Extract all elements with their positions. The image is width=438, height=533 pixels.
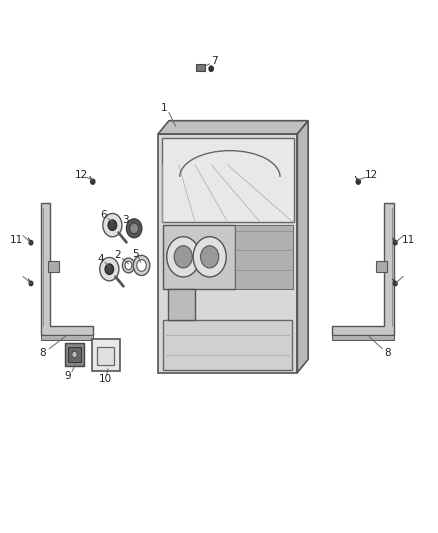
Text: 6: 6	[100, 210, 107, 220]
Circle shape	[130, 223, 138, 233]
FancyBboxPatch shape	[162, 138, 294, 222]
Circle shape	[72, 351, 77, 358]
Circle shape	[122, 258, 134, 273]
Polygon shape	[332, 203, 394, 335]
Polygon shape	[297, 120, 308, 373]
FancyBboxPatch shape	[67, 346, 81, 362]
Circle shape	[193, 237, 226, 277]
Text: 12: 12	[365, 170, 378, 180]
Text: 8: 8	[385, 348, 391, 358]
FancyBboxPatch shape	[97, 346, 114, 365]
Circle shape	[137, 260, 146, 271]
Circle shape	[174, 246, 192, 268]
FancyBboxPatch shape	[92, 339, 120, 371]
FancyBboxPatch shape	[65, 343, 84, 366]
Text: 12: 12	[74, 170, 88, 180]
Polygon shape	[41, 203, 93, 335]
Circle shape	[125, 261, 132, 270]
Text: 5: 5	[132, 249, 138, 259]
Text: 4: 4	[97, 254, 104, 263]
FancyBboxPatch shape	[376, 261, 387, 272]
Text: 1: 1	[161, 103, 168, 114]
FancyBboxPatch shape	[196, 64, 205, 71]
Text: 3: 3	[122, 215, 128, 225]
Polygon shape	[41, 335, 93, 340]
FancyBboxPatch shape	[48, 261, 59, 272]
Circle shape	[201, 246, 219, 268]
Polygon shape	[158, 134, 297, 373]
Circle shape	[356, 179, 360, 184]
Circle shape	[29, 240, 33, 245]
Text: 2: 2	[115, 250, 121, 260]
Text: 8: 8	[39, 348, 46, 358]
Text: 11: 11	[402, 235, 415, 245]
Text: 11: 11	[10, 235, 23, 245]
Circle shape	[100, 257, 119, 281]
Circle shape	[167, 237, 200, 277]
Circle shape	[105, 264, 114, 274]
Polygon shape	[235, 224, 293, 289]
Polygon shape	[332, 335, 394, 340]
Circle shape	[393, 240, 397, 245]
Circle shape	[108, 220, 117, 230]
Circle shape	[29, 281, 33, 286]
Text: 10: 10	[99, 374, 112, 384]
Circle shape	[126, 219, 142, 238]
FancyBboxPatch shape	[168, 289, 195, 320]
Polygon shape	[158, 120, 308, 134]
FancyBboxPatch shape	[163, 224, 235, 289]
Circle shape	[103, 214, 122, 237]
Circle shape	[133, 255, 150, 276]
Circle shape	[393, 281, 397, 286]
Text: 7: 7	[212, 56, 218, 66]
Text: 9: 9	[64, 371, 71, 381]
FancyBboxPatch shape	[163, 320, 292, 370]
Circle shape	[209, 66, 213, 71]
Circle shape	[91, 179, 95, 184]
